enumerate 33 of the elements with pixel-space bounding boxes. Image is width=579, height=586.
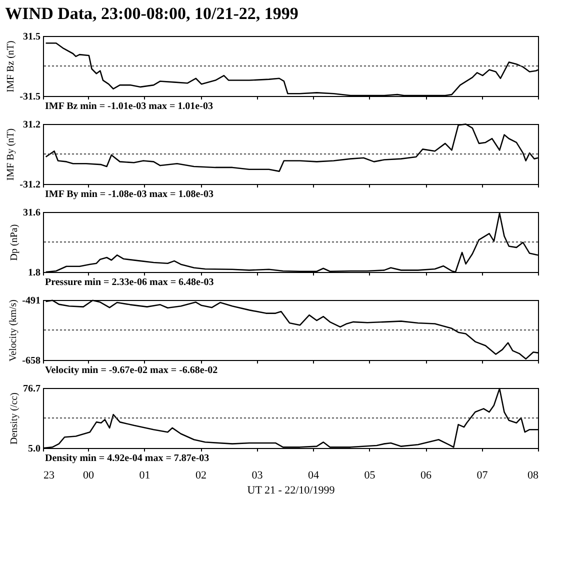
y-tick-label: 5.0 [28, 444, 40, 454]
x-tick-label: 23 [44, 470, 55, 482]
x-tick-label: 08 [528, 470, 539, 482]
y-tick-label: -31.2 [20, 180, 40, 190]
x-tick-label: 06 [420, 470, 432, 482]
text: Pressure min = 2.33e-06 max = 6.48e-03 [45, 277, 214, 288]
x-tick-label: 04 [308, 470, 320, 482]
text: IMF By min = -1.08e-03 max = 1.08e-03 [45, 189, 214, 200]
y-axis-title: IMF By (nT) [6, 128, 17, 181]
text: IMF Bz min = -1.01e-03 max = 1.01e-03 [45, 101, 213, 112]
y-tick-label: -658 [22, 356, 40, 366]
y-axis-title: IMF Bz (nT) [6, 40, 17, 92]
x-tick-label: 03 [252, 470, 264, 482]
x-tick-label: 00 [83, 470, 94, 482]
y-tick-label: 31.5 [23, 32, 40, 42]
x-tick-label: 07 [476, 470, 488, 482]
line-series [45, 300, 539, 360]
x-axis-title: UT 21 - 22/10/1999 [247, 484, 336, 496]
y-tick-label: 1.8 [28, 268, 40, 278]
text: Velocity min = -9.67e-02 max = -6.68e-02 [45, 365, 218, 376]
y-tick-label: -491 [22, 296, 40, 306]
y-tick-label: 31.6 [23, 208, 40, 218]
y-axis-title: Dp (nPa) [9, 224, 20, 261]
y-tick-label: 31.2 [23, 120, 40, 130]
text: Density min = 4.92e-04 max = 7.87e-03 [45, 453, 210, 464]
y-axis-title: Density (/cc) [9, 392, 20, 444]
x-tick-label: 05 [364, 470, 376, 482]
y-axis-title: Velocity (km/s) [8, 300, 20, 362]
y-tick-label: 76.7 [23, 384, 40, 394]
y-tick-label: -31.5 [20, 92, 40, 102]
x-tick-label: 02 [196, 470, 206, 482]
x-tick-label: 01 [139, 470, 150, 482]
chart-title: WIND Data, 23:00-08:00, 10/21-22, 1999 [5, 4, 298, 23]
